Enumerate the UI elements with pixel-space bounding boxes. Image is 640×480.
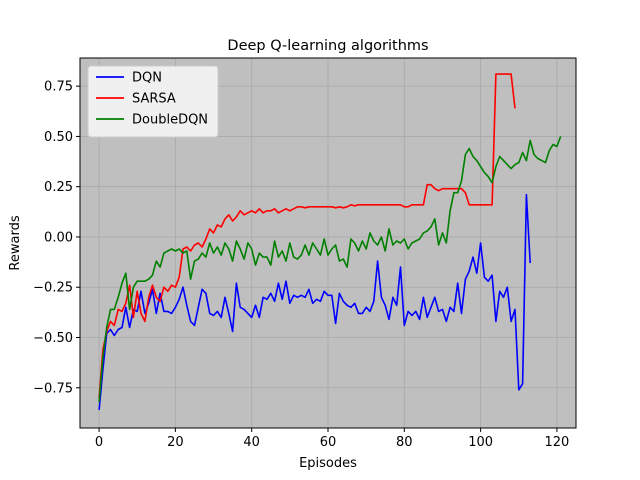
y-axis-ticks: −0.75 −0.50 −0.25 0.00 0.25 0.50 0.75 (33, 80, 80, 396)
y-tick-label: 0.00 (44, 230, 73, 245)
y-tick-label: 0.50 (44, 130, 73, 145)
legend-label-dqn: DQN (132, 71, 162, 86)
x-tick-label: 80 (396, 435, 413, 450)
x-tick-label: 40 (243, 435, 260, 450)
series-line-dqn (98, 193, 531, 410)
x-tick-label: 100 (468, 435, 493, 450)
series-line-sarsa (98, 73, 516, 398)
legend-label-sarsa: SARSA (132, 92, 176, 107)
x-axis-ticks: 0 20 40 60 80 100 120 (95, 428, 569, 450)
x-axis-label: Episodes (299, 456, 357, 471)
x-tick-label: 20 (167, 435, 184, 450)
chart-title: Deep Q-learning algorithms (227, 38, 428, 54)
x-tick-label: 60 (320, 435, 337, 450)
y-tick-label: 0.25 (44, 180, 73, 195)
y-tick-label: −0.25 (33, 281, 73, 296)
y-axis-label: Rewards (8, 215, 23, 270)
legend: DQN SARSA DoubleDQN (87, 65, 219, 138)
x-tick-label: 120 (545, 435, 570, 450)
legend-label-doubledqn: DoubleDQN (132, 113, 208, 128)
y-tick-label: 0.75 (44, 80, 73, 95)
series-lines (98, 73, 562, 410)
y-tick-label: −0.50 (33, 331, 73, 346)
x-tick-label: 0 (95, 435, 103, 450)
series-line-doubledqn (98, 136, 562, 402)
y-tick-label: −0.75 (33, 381, 73, 396)
